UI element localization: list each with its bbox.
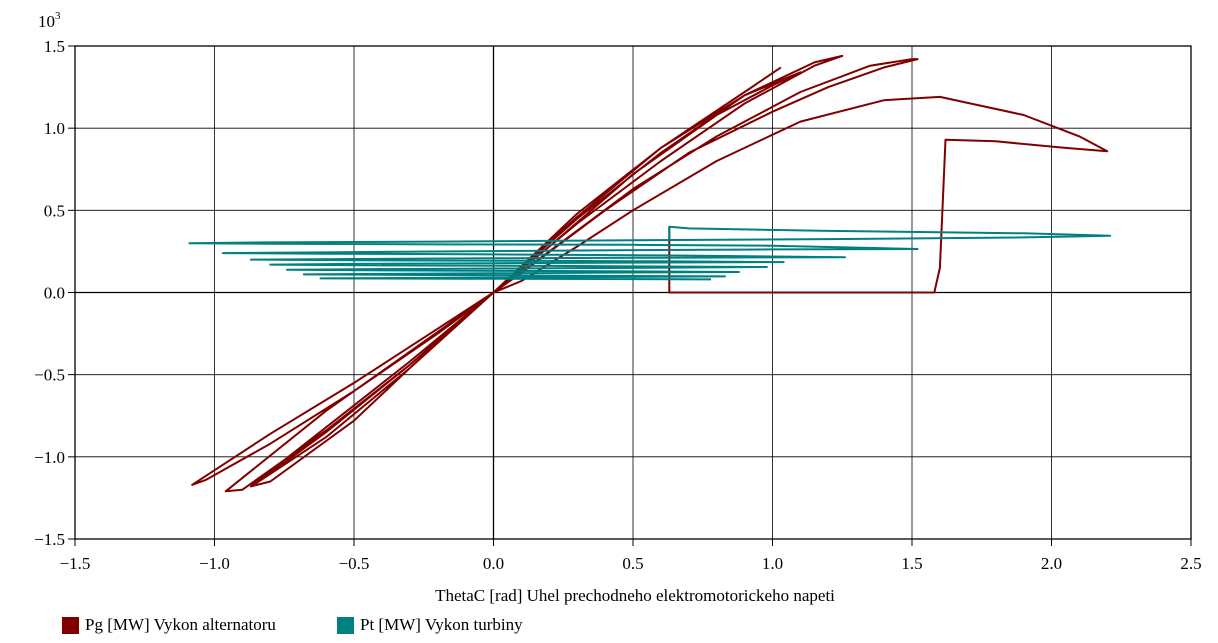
x-axis-label: ThetaC [rad] Uhel prechodneho elektromot… [435, 586, 835, 605]
series-line-pg [191, 54, 1109, 493]
y-multiplier: 10 [38, 12, 55, 31]
x-tick-label: 1.0 [762, 554, 783, 573]
y-tick-label: −1.0 [34, 448, 65, 467]
x-tick-label: −0.5 [339, 554, 370, 573]
x-tick-label: 2.0 [1041, 554, 1062, 573]
legend-swatch-pg [62, 616, 79, 634]
x-tick-label: −1.5 [60, 554, 91, 573]
x-tick-label: −1.0 [199, 554, 230, 573]
x-tick-label: 2.5 [1180, 554, 1201, 573]
y-tick-label: 1.5 [44, 37, 65, 56]
legend-item-pg: Pg [MW] Vykon alternatoru [62, 615, 276, 635]
x-tick-label: 1.5 [901, 554, 922, 573]
legend-swatch-pt [337, 616, 354, 634]
x-tick-label: 0.0 [483, 554, 504, 573]
legend-label-pt: Pt [MW] Vykon turbiny [360, 615, 523, 634]
y-multiplier-exponent: 3 [55, 10, 61, 22]
legend-item-pt: Pt [MW] Vykon turbiny [337, 615, 523, 635]
x-tick-label: 0.5 [622, 554, 643, 573]
y-tick-label: −0.5 [34, 366, 65, 385]
y-tick-label: 1.0 [44, 119, 65, 138]
legend-label-pg: Pg [MW] Vykon alternatoru [85, 615, 276, 634]
y-tick-label: 0.0 [44, 284, 65, 303]
y-tick-label: −1.5 [34, 530, 65, 549]
grid [74, 45, 1192, 540]
series-line-pt [188, 225, 1112, 281]
legend: Pg [MW] Vykon alternatoru Pt [MW] Vykon … [62, 602, 762, 642]
series-layer [188, 54, 1112, 493]
y-tick-label: 0.5 [44, 201, 65, 220]
axis-ticks: −1.5 −1.0 −0.5 0.0 0.5 1.0 1.5 2.0 2.5 −1.5 −1.0 −0… [34, 37, 1201, 573]
